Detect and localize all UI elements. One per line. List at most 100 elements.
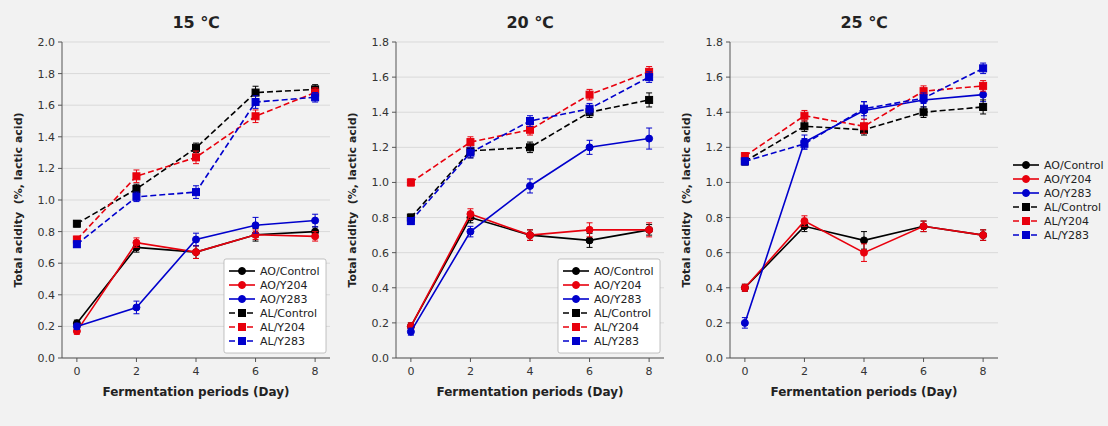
- error-bar: [801, 135, 807, 149]
- error-bar-cap: [312, 241, 318, 242]
- error-bar: [193, 246, 199, 259]
- point: [193, 144, 200, 151]
- y-tick: [726, 217, 730, 218]
- y-axis-label: Total acidity (%, lactic acid): [12, 112, 25, 287]
- error-bar-cap: [861, 261, 867, 262]
- grid-line: [730, 287, 998, 288]
- error-bar-cap: [312, 226, 318, 227]
- point: [920, 223, 927, 230]
- error-bar-cap: [921, 231, 927, 232]
- y-tick: [726, 287, 730, 288]
- grid-line: [730, 358, 998, 359]
- series: [407, 212, 652, 330]
- y-tick-label: 1.8: [38, 68, 56, 81]
- legend-swatch-marker: [1023, 190, 1030, 197]
- series: [741, 216, 986, 291]
- error-bar-cap: [646, 236, 652, 237]
- error-bar: [980, 230, 986, 241]
- point: [193, 249, 200, 256]
- error-bar-cap: [193, 185, 199, 186]
- error-bar: [193, 233, 199, 246]
- error-bar: [312, 214, 318, 227]
- legend-label: AO/Control: [1044, 159, 1103, 172]
- error-bar-cap: [646, 222, 652, 223]
- error-bar-cap: [133, 301, 139, 302]
- series: [407, 209, 652, 330]
- legend-swatch-marker: [573, 268, 580, 275]
- x-tick: [923, 358, 924, 362]
- error-bar: [527, 230, 533, 241]
- series: [407, 93, 652, 221]
- x-tick: [76, 358, 77, 362]
- error-bar: [193, 151, 199, 164]
- error-bar-cap: [587, 222, 593, 223]
- error-bar: [646, 93, 652, 107]
- point: [467, 211, 474, 218]
- error-bar-cap: [861, 119, 867, 120]
- x-tick-label: 6: [920, 365, 927, 378]
- error-bar: [921, 107, 927, 118]
- error-bar-cap: [921, 85, 927, 86]
- error-bar: [742, 158, 748, 165]
- y-tick: [392, 217, 396, 218]
- grid-line: [396, 217, 664, 218]
- grid-line: [396, 252, 664, 253]
- point: [980, 91, 987, 98]
- y-tick-label: 0.4: [372, 282, 390, 295]
- error-bar-cap: [587, 89, 593, 90]
- y-tick: [726, 42, 730, 43]
- point: [980, 103, 987, 110]
- y-tick: [726, 182, 730, 183]
- error-bar: [467, 226, 473, 237]
- point: [312, 233, 319, 240]
- y-tick-label: 0.2: [706, 317, 724, 330]
- error-bar-cap: [861, 101, 867, 102]
- legend-swatch-marker: [573, 282, 580, 289]
- error-bar-cap: [527, 115, 533, 116]
- y-tick: [58, 358, 62, 359]
- series-line: [77, 89, 315, 223]
- error-bar: [587, 140, 593, 154]
- y-tick-label: 0.0: [372, 352, 390, 365]
- series: [407, 72, 652, 225]
- point: [133, 173, 140, 180]
- y-tick: [726, 358, 730, 359]
- y-tick-label: 0.8: [38, 226, 56, 239]
- legend-item: AO/Y204: [1013, 173, 1091, 186]
- panel: 0.00.20.40.60.81.01.21.41.61.82.00246815…: [12, 13, 330, 399]
- series-line: [745, 226, 983, 287]
- error-bar-cap: [193, 245, 199, 246]
- legend-swatch-marker: [1023, 218, 1030, 225]
- legend-label: AL/Control: [260, 307, 317, 320]
- error-bar: [527, 125, 533, 136]
- y-tick-label: 0.4: [38, 289, 56, 302]
- y-tick: [392, 287, 396, 288]
- error-bar-cap: [742, 328, 748, 329]
- error-bar-cap: [467, 222, 473, 223]
- legend-swatch-marker: [239, 296, 246, 303]
- grid-line: [62, 200, 330, 201]
- y-tick: [392, 42, 396, 43]
- point: [980, 232, 987, 239]
- y-tick: [58, 326, 62, 327]
- error-bar-cap: [801, 131, 807, 132]
- legend: AO/ControlAO/Y204AO/Y283AL/ControlAL/Y20…: [558, 259, 660, 353]
- legend-item: AL/Y283: [563, 335, 639, 348]
- error-bar: [467, 137, 473, 148]
- error-bar-cap: [467, 157, 473, 158]
- error-bar: [861, 244, 867, 262]
- error-bar: [133, 238, 139, 247]
- error-bar-cap: [527, 152, 533, 153]
- point: [980, 65, 987, 72]
- point: [73, 220, 80, 227]
- error-bar-cap: [587, 103, 593, 104]
- background: [0, 0, 1108, 426]
- error-bar-cap: [646, 149, 652, 150]
- legend-label: AL/Control: [594, 307, 651, 320]
- error-bar: [408, 218, 414, 225]
- y-tick: [392, 112, 396, 113]
- error-bar-cap: [133, 192, 139, 193]
- y-tick-label: 0.8: [706, 212, 724, 225]
- y-tick: [726, 322, 730, 323]
- error-bar: [74, 221, 80, 227]
